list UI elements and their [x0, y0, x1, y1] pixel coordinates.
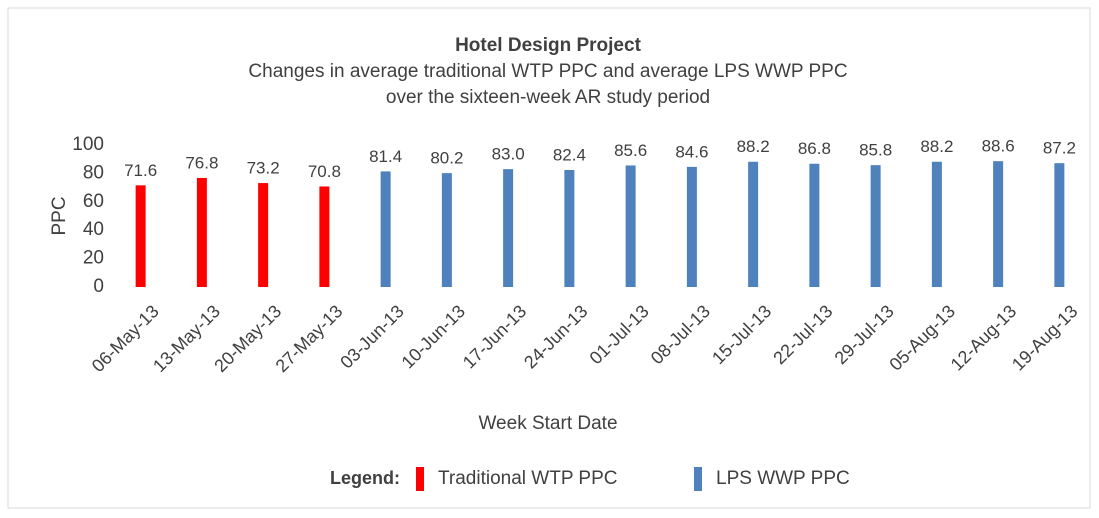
chart-title: Hotel Design Project	[455, 35, 641, 56]
y-tick-label: 0	[93, 276, 104, 297]
bar	[380, 171, 391, 287]
data-label: 86.8	[798, 139, 831, 158]
data-label: 73.2	[247, 159, 280, 178]
bar	[1054, 163, 1065, 287]
data-label: 88.2	[920, 137, 953, 156]
data-label: 85.6	[614, 141, 647, 160]
bar	[870, 165, 881, 287]
legend-title: Legend:	[330, 468, 400, 488]
y-tick-label: 60	[83, 191, 104, 212]
bar	[135, 185, 146, 287]
data-label: 71.6	[124, 161, 157, 180]
data-label: 85.8	[859, 141, 892, 160]
bar	[931, 161, 942, 287]
y-tick-label: 100	[72, 134, 104, 155]
bar	[319, 186, 330, 287]
data-label: 88.6	[982, 137, 1015, 156]
bar	[503, 169, 514, 287]
data-label: 70.8	[308, 162, 341, 181]
bar	[748, 161, 759, 287]
bar	[564, 169, 575, 287]
data-label: 80.2	[430, 149, 463, 168]
x-axis-label: Week Start Date	[478, 413, 617, 434]
chart-subtitle: over the sixteen-week AR study period	[386, 87, 710, 108]
data-label: 82.4	[553, 145, 586, 164]
legend-label: Traditional WTP PPC	[438, 468, 618, 489]
legend-swatch	[416, 467, 424, 491]
chart-border	[7, 7, 1091, 509]
bar	[686, 166, 697, 287]
legend-label: LPS WWP PPC	[716, 468, 850, 489]
data-label: 76.8	[185, 153, 218, 172]
bar	[993, 161, 1004, 287]
bar	[196, 177, 207, 287]
data-label: 88.2	[737, 137, 770, 156]
bar	[258, 183, 269, 287]
y-tick-label: 80	[83, 162, 104, 183]
bar	[625, 165, 636, 287]
y-axis-label: PPC	[49, 196, 70, 235]
chart-subtitle: Changes in average traditional WTP PPC a…	[248, 61, 847, 82]
data-label: 81.4	[369, 147, 402, 166]
data-label: 84.6	[675, 142, 708, 161]
y-tick-label: 20	[83, 248, 104, 269]
legend-swatch	[694, 467, 702, 491]
data-label: 87.2	[1043, 139, 1076, 158]
y-tick-label: 40	[83, 219, 104, 240]
bar	[441, 173, 452, 287]
data-label: 83.0	[492, 145, 525, 164]
bar	[809, 163, 820, 287]
